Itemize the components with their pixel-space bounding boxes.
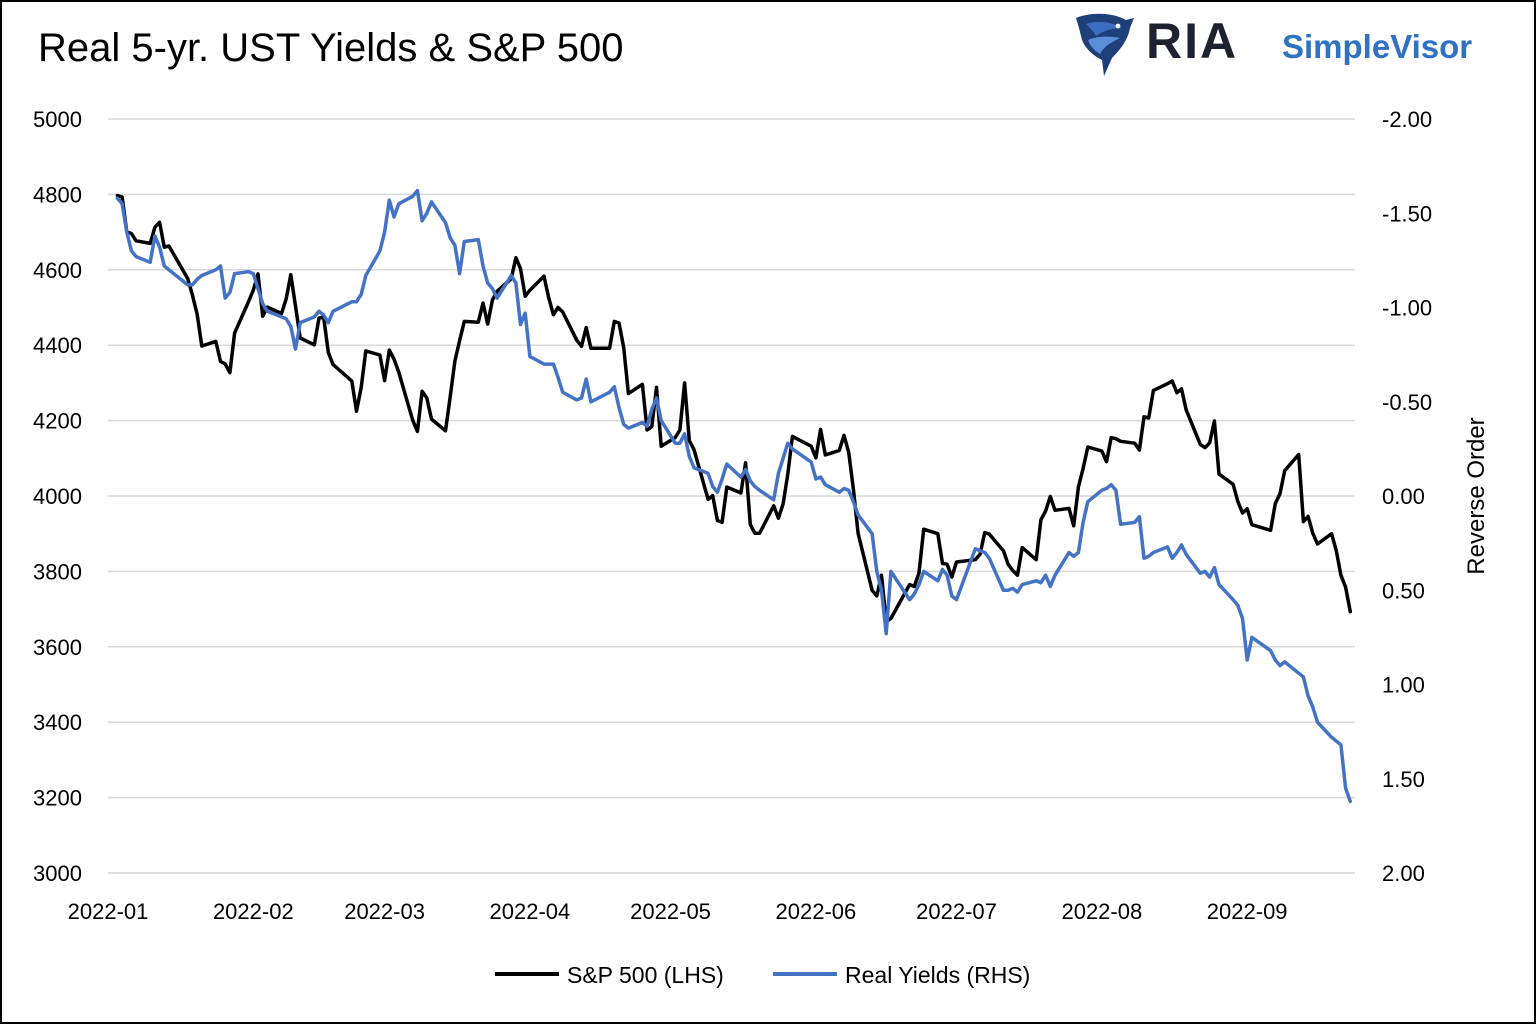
legend-label: Real Yields (RHS) (845, 962, 1030, 988)
y-left-tick-label: 4800 (33, 182, 82, 207)
logo-brand-text: RIA (1146, 13, 1239, 69)
y-right-tick-label: -0.50 (1382, 390, 1432, 415)
x-tick-label: 2022-05 (630, 899, 711, 924)
y-right-tick-label: 0.50 (1382, 578, 1425, 603)
y-right-tick-label: 1.50 (1382, 767, 1425, 792)
logo-product-text: SimpleVisor (1282, 28, 1473, 65)
series-line-real-yields (115, 188, 1353, 804)
x-tick-label: 2022-08 (1061, 899, 1142, 924)
x-tick-label: 2022-07 (916, 899, 997, 924)
x-tick-label: 2022-04 (490, 899, 571, 924)
y-right-axis-title: Reverse Order (1463, 417, 1490, 574)
y-right-tick-label: -2.00 (1382, 107, 1432, 132)
y-left-tick-label: 3200 (33, 786, 82, 811)
y-left-tick-label: 3400 (33, 710, 82, 735)
y-right-tick-label: 0.00 (1382, 484, 1425, 509)
y-left-tick-label: 3000 (33, 861, 82, 886)
y-right-tick-label: -1.50 (1382, 201, 1432, 226)
chart-title: Real 5-yr. UST Yields & S&P 500 (38, 26, 624, 70)
y-right-tick-label: 2.00 (1382, 861, 1425, 886)
eagle-icon (1076, 13, 1134, 77)
y-right-tick-label: 1.00 (1382, 673, 1425, 698)
y-left-tick-label: 5000 (33, 107, 82, 132)
y-left-tick-label: 4400 (33, 333, 82, 358)
x-tick-label: 2022-03 (344, 899, 425, 924)
series-line-sp500 (115, 193, 1353, 624)
ria-simplevisor-logo: RIA SimpleVisor (1068, 10, 1508, 80)
x-tick-label: 2022-09 (1207, 899, 1288, 924)
y-left-tick-label: 4000 (33, 484, 82, 509)
x-tick-label: 2022-01 (68, 899, 149, 924)
y-left-tick-label: 4600 (33, 258, 82, 283)
y-right-tick-label: -1.00 (1382, 296, 1432, 321)
legend-label: S&P 500 (LHS) (567, 962, 724, 988)
y-left-tick-label: 3800 (33, 559, 82, 584)
y-left-tick-label: 4200 (33, 409, 82, 434)
x-tick-label: 2022-06 (776, 899, 857, 924)
y-left-tick-label: 3600 (33, 635, 82, 660)
x-tick-label: 2022-02 (213, 899, 294, 924)
